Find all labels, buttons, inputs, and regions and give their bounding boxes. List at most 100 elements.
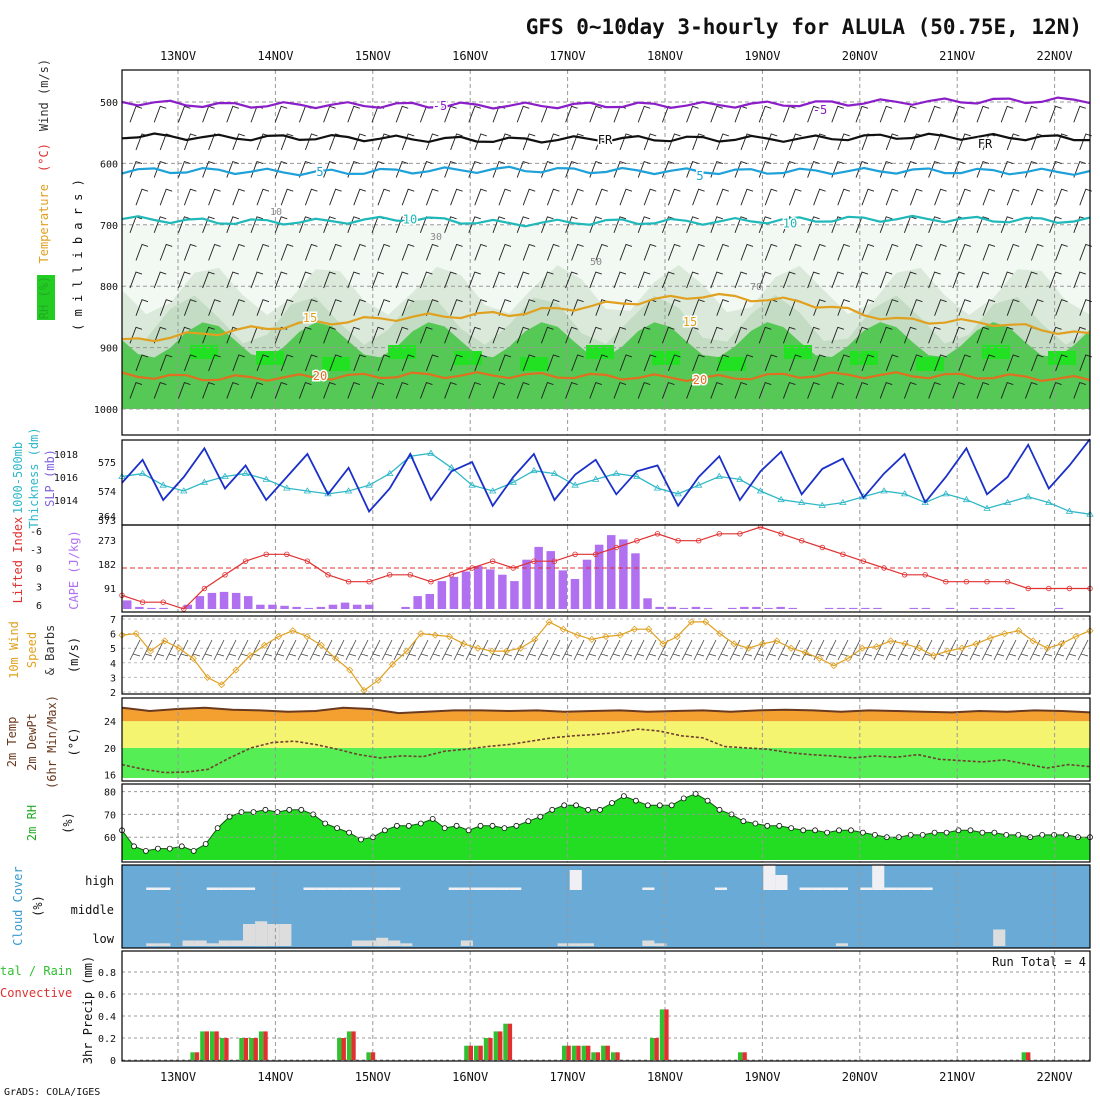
wind-speed-point	[1043, 644, 1051, 652]
wind-barb	[837, 299, 850, 316]
cloud-unit-label: (%)	[31, 895, 45, 917]
wind-barb	[837, 188, 850, 206]
wind-barb	[667, 243, 681, 261]
wind-barb	[565, 160, 578, 178]
cape-tick: 182	[98, 560, 116, 571]
wind-barb	[429, 639, 441, 661]
cape-bar	[244, 596, 253, 609]
cape-bar	[437, 581, 447, 609]
wind-barb	[129, 271, 143, 289]
wind-barb	[716, 299, 729, 316]
wind-speed-point	[317, 641, 325, 649]
thickness-point	[633, 472, 641, 479]
wind-barb	[637, 160, 651, 178]
wind-barb	[371, 271, 385, 289]
precip-convective-bar	[253, 1038, 258, 1060]
rh-point	[131, 843, 137, 850]
cape-bar	[159, 607, 168, 609]
wind-barb	[329, 354, 342, 372]
chart-title: GFS 0~10day 3-hourly for ALULA (50.75E, …	[526, 15, 1082, 39]
wind-barb	[734, 326, 748, 344]
rh-point	[214, 825, 221, 831]
rh-point	[1039, 832, 1046, 838]
lifted-index-point	[1025, 585, 1031, 592]
wind-barb	[903, 271, 917, 289]
wind-label-3: & Barbs	[43, 625, 57, 676]
wind-barb	[855, 271, 869, 289]
slp-tick: 1016	[54, 473, 78, 484]
credit: GrADS: COLA/IGES	[4, 1087, 100, 1098]
wind-barb	[522, 133, 536, 151]
wind-barb	[540, 326, 554, 344]
wind-barb	[565, 326, 578, 344]
wind-speed-point	[645, 625, 653, 633]
cloud-low-bar	[400, 943, 413, 947]
wind-barb	[323, 216, 336, 233]
wind-barb	[1006, 188, 1020, 206]
isotherm-label: 10	[403, 213, 417, 227]
wind-barb	[489, 639, 501, 661]
wind-barb	[516, 216, 530, 233]
precip-convective-bar	[341, 1038, 346, 1060]
wind-barb	[202, 216, 215, 233]
rh-point	[680, 795, 687, 802]
cape-bar	[183, 604, 192, 609]
wind-barb	[855, 105, 869, 123]
slp-tick: 1018	[54, 450, 78, 461]
wind-barb	[681, 639, 693, 661]
wind-barb	[256, 354, 270, 372]
pressure-tick: 700	[100, 221, 118, 232]
wind-barb	[903, 326, 917, 344]
temp-tick: 20	[104, 744, 116, 755]
cape-tick: 91	[104, 584, 116, 595]
thickness-point	[983, 504, 991, 511]
wind-barb	[135, 299, 149, 316]
wind-barb	[353, 354, 366, 372]
date-label-bottom: 19NOV	[744, 1070, 780, 1084]
precip-convective-bar	[488, 1038, 493, 1060]
wind-barb	[537, 639, 549, 661]
thickness-point	[777, 495, 785, 503]
wind-barb	[401, 243, 415, 261]
wind-speed-point	[1001, 630, 1009, 638]
cape-bar	[1054, 607, 1064, 609]
wind-barb	[710, 105, 723, 123]
temp-tick: 24	[104, 717, 116, 728]
wind-barb	[298, 382, 312, 399]
wind-barb	[619, 243, 633, 261]
wind-barb	[208, 299, 221, 316]
wind-barb	[183, 188, 197, 206]
pressure-tick: 900	[100, 344, 118, 355]
cape-bar	[824, 607, 834, 609]
cloud-low-bar	[206, 943, 219, 947]
thickness-point	[694, 481, 703, 488]
rh-point	[166, 845, 173, 852]
rh-point	[226, 813, 233, 820]
lifted-index-point	[634, 538, 640, 544]
rh-point	[429, 816, 436, 822]
rh-point	[381, 827, 388, 834]
pressure-tick: 600	[100, 159, 118, 170]
wind-barb	[903, 105, 917, 123]
wind-barb	[153, 216, 167, 233]
wind-speed-point	[958, 644, 966, 652]
cloud-high-bar	[303, 887, 316, 890]
precip-total-bar	[493, 1031, 498, 1060]
wind-barb	[813, 243, 826, 261]
wind-barb	[861, 299, 875, 316]
cape-bar	[909, 607, 918, 609]
thickness-tick: 574	[98, 487, 116, 498]
wind-barb	[710, 382, 723, 399]
cape-bar	[582, 559, 592, 609]
wind-barb	[909, 354, 923, 372]
wind-barb	[831, 326, 844, 344]
cape-bar	[945, 607, 955, 609]
rh-point	[776, 822, 783, 829]
thickness-point	[344, 487, 353, 494]
wind-barb	[879, 271, 893, 289]
wind-barb	[419, 271, 433, 289]
cloud-low-bar	[182, 940, 195, 946]
wind-speed-point	[858, 644, 866, 652]
rh-point	[1003, 832, 1010, 838]
wind-barb	[226, 382, 239, 399]
